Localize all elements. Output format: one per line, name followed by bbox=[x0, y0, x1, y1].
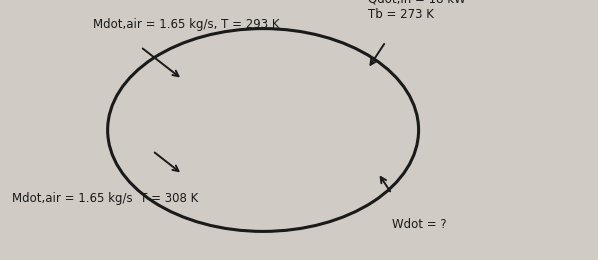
Text: Mdot,air = 1.65 kg/s, T = 293 K: Mdot,air = 1.65 kg/s, T = 293 K bbox=[93, 18, 279, 31]
Text: Wdot = ?: Wdot = ? bbox=[392, 218, 446, 231]
Text: Qdot,in = 18 kW
Tb = 273 K: Qdot,in = 18 kW Tb = 273 K bbox=[368, 0, 465, 21]
Text: Mdot,air = 1.65 kg/s  T = 308 K: Mdot,air = 1.65 kg/s T = 308 K bbox=[12, 192, 198, 205]
